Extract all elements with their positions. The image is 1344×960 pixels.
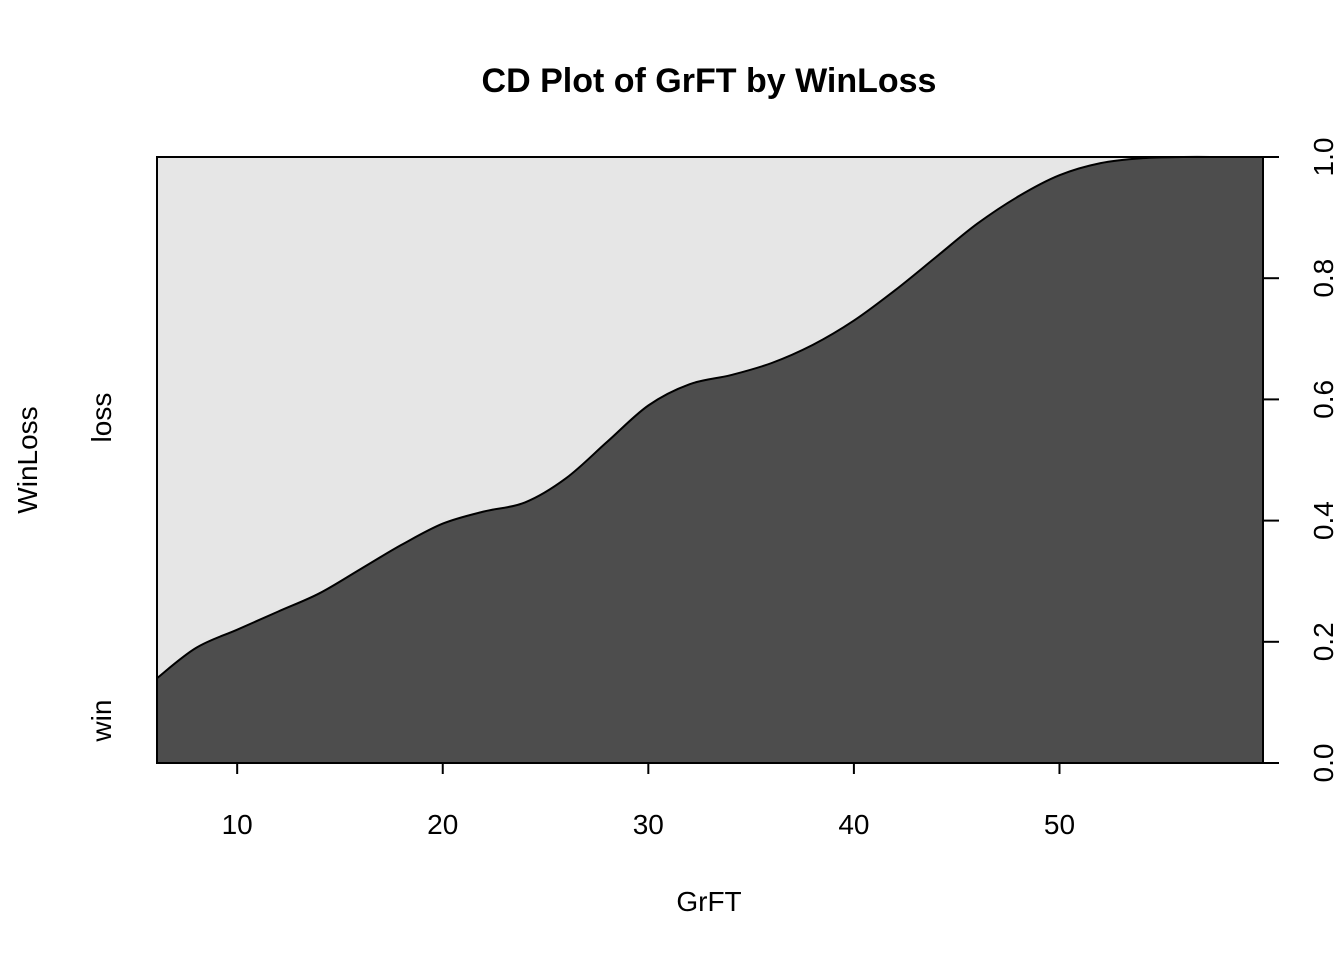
win-loss-boundary-line (156, 155, 1263, 679)
chart-title: CD Plot of GrFT by WinLoss (482, 62, 937, 100)
y-tick-label: 0.4 (1308, 501, 1339, 540)
x-tick-label: 10 (222, 809, 253, 840)
y-right-axis: 0.0 0.2 0.4 0.6 0.8 1.0 (1262, 138, 1339, 783)
category-labels: win loss (86, 393, 117, 743)
y-tick-label: 0.8 (1308, 259, 1339, 298)
x-tick-label: 20 (427, 809, 458, 840)
y-tick-label: 0.2 (1308, 622, 1339, 661)
x-tick-label: 50 (1044, 809, 1075, 840)
y-axis-label: WinLoss (12, 406, 43, 513)
x-axis-label: GrFT (676, 886, 741, 917)
y-tick-label: 0.6 (1308, 380, 1339, 419)
x-axis: 10 20 30 40 50 (222, 763, 1075, 840)
category-label-win: win (86, 700, 117, 743)
y-tick-label: 0.0 (1308, 744, 1339, 783)
y-tick-label: 1.0 (1308, 138, 1339, 177)
win-region (157, 156, 1263, 763)
category-label-loss: loss (86, 393, 117, 443)
x-tick-label: 30 (633, 809, 664, 840)
x-tick-label: 40 (838, 809, 869, 840)
